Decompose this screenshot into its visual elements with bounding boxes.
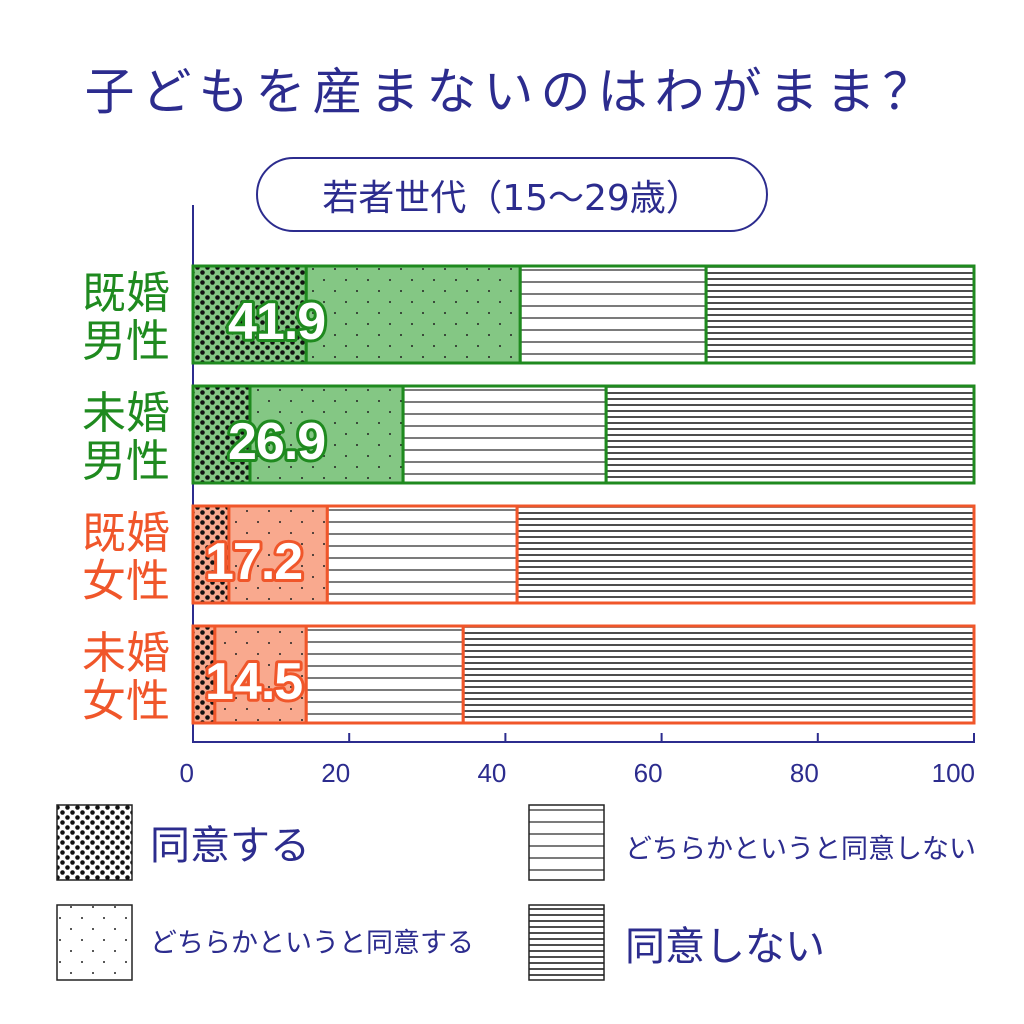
legend-label-4: 同意しない [625,924,825,970]
x-tick-label-80: 80 [790,758,819,788]
legend-swatch-1 [56,804,133,881]
bar-1-segment-4 [704,264,976,365]
data-label-1: 41.9 [228,293,325,351]
data-label-4: 14.5 [205,653,302,711]
bar-4-segment-4 [461,624,976,725]
x-tick-label-40: 40 [477,758,506,788]
bar-3-segment-3 [325,504,519,605]
bar-2-segment-4 [604,384,976,485]
legend-swatch-3 [528,804,605,881]
bar-1 [191,264,976,365]
bar-1-segment-2 [304,264,522,365]
data-label-2: 26.9 [228,413,325,471]
bar-4 [191,624,976,725]
x-axis-ticks: 0 20 40 60 80 100 [180,733,975,788]
legend-item-4: 同意しない [528,904,825,981]
bar-2-segment-3 [401,384,608,485]
legend-swatch-4 [528,904,605,981]
x-tick-label-60: 60 [634,758,663,788]
bar-3-segment-4 [515,504,976,605]
data-label-3: 17.2 [205,533,302,591]
x-tick-label-0: 0 [180,758,194,788]
bar-4-segment-3 [304,624,465,725]
chart-subtitle: 若者世代（15〜29歳） [322,177,702,219]
x-tick-label-20: 20 [321,758,350,788]
bars [191,264,976,725]
bar-1-segment-3 [518,264,708,365]
legend-item-2: どちらかというと同意する [56,904,474,981]
chart-title: 子どもを産まないのはわがまま？ [84,63,940,121]
bar-3-segment-1 [191,504,231,605]
legend-label-3: どちらかというと同意しない [625,834,976,865]
bar-2 [191,384,976,485]
bar-3 [191,504,976,605]
legend-item-3: どちらかというと同意しない [528,804,976,881]
legend-label-2: どちらかというと同意する [150,928,474,959]
subtitle-pill: 若者世代（15〜29歳） [256,157,768,232]
bar-2-segment-2 [248,384,405,485]
bar-4-segment-2 [213,624,308,725]
legend-item-1: 同意する [56,804,310,881]
legend-swatch-2 [56,904,133,981]
data-labels: 41.9 26.9 17.2 14.5 [202,290,329,714]
legend-label-1: 同意する [150,823,310,869]
x-tick-label-100: 100 [932,758,975,788]
